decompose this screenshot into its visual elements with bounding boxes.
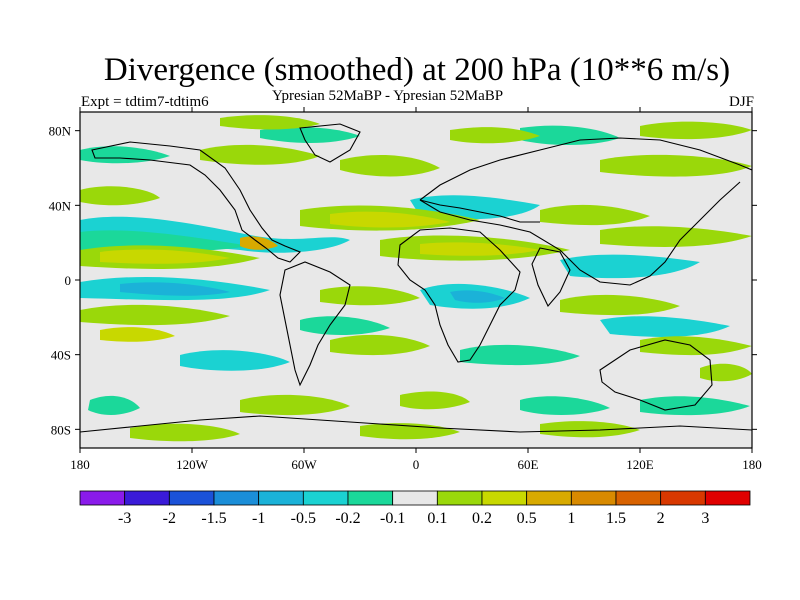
plot-subtitle: Ypresian 52MaBP - Ypresian 52MaBP <box>272 88 504 104</box>
colorbar-swatch <box>168 490 215 506</box>
coastline-india <box>531 247 571 308</box>
lon-tick-label: 120E <box>626 457 654 472</box>
field-region <box>320 286 420 306</box>
field-region <box>520 125 620 145</box>
field-region <box>180 350 290 371</box>
colorbar-swatch <box>347 490 394 506</box>
field-region <box>700 363 752 382</box>
colorbar-swatch <box>79 490 126 506</box>
colorbar-label: 0.5 <box>517 510 537 527</box>
coastline-north-america <box>91 141 301 263</box>
colorbar-label: -1.5 <box>201 510 226 527</box>
colorbar-swatch <box>213 490 260 506</box>
coastline-africa <box>397 227 521 363</box>
lon-tick-label: 180 <box>742 457 762 472</box>
lon-tick-label: 60E <box>518 457 539 472</box>
colorbar-label: -0.1 <box>380 510 405 527</box>
colorbar-swatch <box>392 490 438 506</box>
lat-tick-label: 40N <box>49 198 72 213</box>
field-region <box>600 154 752 177</box>
colorbar-swatch <box>570 490 617 506</box>
colorbar-swatch <box>481 490 528 506</box>
colorbar-label: 2 <box>657 510 665 527</box>
colorbar-label: -3 <box>118 510 131 527</box>
field-region <box>330 334 430 356</box>
lat-tick-label: 80S <box>51 422 71 437</box>
colorbar-label: -0.2 <box>335 510 360 527</box>
field-region <box>300 316 390 335</box>
coastline-eurasia <box>419 137 752 286</box>
field-region <box>450 290 505 303</box>
colorbar-label: 0.1 <box>427 510 447 527</box>
colorbar: -3 -2 -1.5 -1 -0.5 -0.2 -0.1 0.1 0.2 0.5 1 1.5 2 3 <box>79 490 751 527</box>
colorbar-swatch <box>436 490 483 506</box>
field-region <box>640 121 752 140</box>
field-region <box>220 115 320 130</box>
colorbar-label: -2 <box>163 510 176 527</box>
colorbar-label: -0.5 <box>291 510 316 527</box>
lat-tick-label: 80N <box>49 124 72 139</box>
field-region <box>520 396 610 415</box>
colorbar-swatch <box>302 490 349 506</box>
lat-tick-label: 0 <box>65 273 72 288</box>
field-region <box>330 211 450 228</box>
field-region <box>460 344 580 366</box>
field-region <box>100 327 175 342</box>
field-region <box>600 226 752 247</box>
colorbar-swatch <box>615 490 662 506</box>
colorbar-swatch <box>660 490 706 506</box>
latitude-axis: 80N 40N 0 40S 80S <box>49 124 757 437</box>
lon-tick-label: 60W <box>291 457 317 472</box>
field-region <box>260 127 360 143</box>
experiment-label: Expt = tdtim7-tdtim6 <box>81 94 209 110</box>
field-region <box>540 204 650 226</box>
lon-tick-label: 180 <box>70 457 90 472</box>
field-region <box>420 242 540 256</box>
coastline-australia <box>599 339 713 411</box>
lon-tick-label: 120W <box>176 457 209 472</box>
field-region <box>80 146 170 164</box>
divergence-field <box>80 115 752 442</box>
field-region <box>560 294 680 316</box>
longitude-axis: 180 120W 60W 0 60E 120E 180 <box>70 107 762 472</box>
colorbar-swatch <box>526 490 572 506</box>
colorbar-swatch <box>124 490 170 506</box>
colorbar-swatch <box>704 490 751 506</box>
field-region <box>200 144 320 165</box>
field-region <box>80 186 160 206</box>
field-region <box>400 391 470 410</box>
field-region <box>100 249 230 264</box>
colorbar-swatch <box>258 490 304 506</box>
field-region <box>240 394 350 416</box>
plot-title: Divergence (smoothed) at 200 hPa (10**6 … <box>103 52 731 88</box>
colorbar-label: 3 <box>701 510 709 527</box>
field-region <box>600 316 730 337</box>
coastline-mediterranean <box>419 199 540 223</box>
lon-tick-label: 0 <box>413 457 420 472</box>
coastlines <box>80 123 752 433</box>
field-region <box>120 282 230 296</box>
field-region <box>130 423 240 442</box>
coastline-greenland <box>299 123 361 163</box>
field-region <box>540 421 640 438</box>
colorbar-label: 0.2 <box>472 510 492 527</box>
lat-tick-label: 40S <box>51 348 71 363</box>
season-label: DJF <box>728 94 754 110</box>
field-region <box>88 395 140 415</box>
field-region <box>80 304 230 326</box>
field-region <box>640 396 750 416</box>
field-region <box>450 127 540 144</box>
coastline-south-america <box>279 261 351 387</box>
field-region <box>340 154 440 177</box>
colorbar-label: -1 <box>252 510 265 527</box>
colorbar-label: 1.5 <box>606 510 626 527</box>
colorbar-label: 1 <box>567 510 575 527</box>
field-region <box>560 254 700 279</box>
coastline-antarctica <box>80 415 752 433</box>
